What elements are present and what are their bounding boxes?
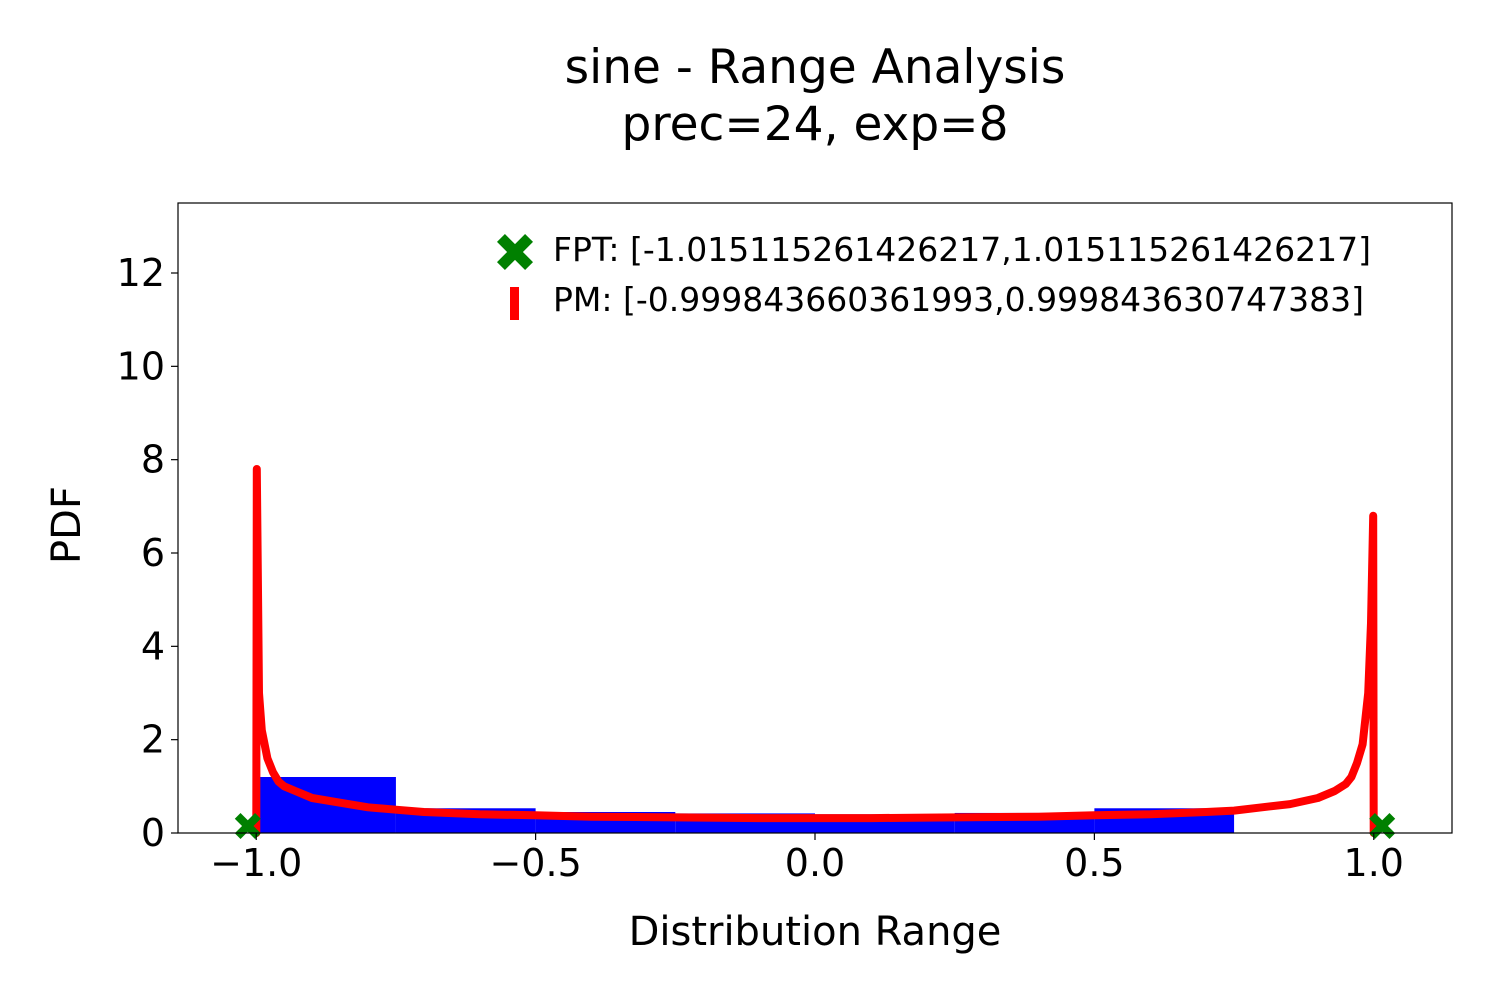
pm-line-layer xyxy=(252,465,1378,837)
y-tick-label: 4 xyxy=(141,624,165,668)
legend: FPT: [-1.015115261426217,1.0151152614262… xyxy=(497,230,1371,320)
pm-series-line xyxy=(252,465,1378,837)
legend-pm-label: PM: [-0.999843660361993,0.99984363074738… xyxy=(553,280,1364,319)
y-axis-ticks: 0 2 4 6 8 10 12 xyxy=(117,251,178,855)
y-tick-label: 8 xyxy=(141,438,165,482)
x-axis-ticks: −1.0 −0.5 0.0 0.5 1.0 xyxy=(210,833,1404,885)
legend-pm-swatch xyxy=(510,287,519,320)
legend-fpt-label: FPT: [-1.015115261426217,1.0151152614262… xyxy=(553,230,1371,269)
x-tick-label: −0.5 xyxy=(489,841,581,885)
legend-fpt-marker xyxy=(497,234,533,270)
x-axis-label: Distribution Range xyxy=(629,909,1002,955)
y-axis-label: PDF xyxy=(44,486,90,564)
y-tick-label: 6 xyxy=(141,531,165,575)
y-tick-label: 12 xyxy=(117,251,165,295)
y-tick-label: 10 xyxy=(117,344,165,388)
chart-subtitle: prec=24, exp=8 xyxy=(622,97,1009,152)
x-tick-label: 1.0 xyxy=(1344,841,1404,885)
y-tick-label: 0 xyxy=(141,811,165,855)
histogram-bars xyxy=(256,777,1235,833)
x-tick-label: 0.0 xyxy=(785,841,845,885)
legend-fpt-x-icon xyxy=(497,234,533,270)
x-tick-label: 0.5 xyxy=(1064,841,1124,885)
y-tick-label: 2 xyxy=(141,718,165,762)
x-tick-label: −1.0 xyxy=(210,841,302,885)
chart-title: sine - Range Analysis xyxy=(565,40,1066,95)
